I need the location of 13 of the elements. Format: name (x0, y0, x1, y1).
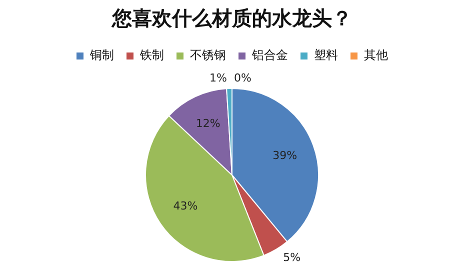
legend-label: 铝合金 (251, 48, 288, 62)
data-label: 39% (272, 148, 298, 162)
data-label: 1% (210, 71, 227, 84)
data-label: 5% (283, 250, 301, 264)
legend-label: 其他 (364, 48, 388, 62)
chart-title: 您喜欢什么材质的水龙头？ (111, 6, 352, 30)
legend-label: 不锈钢 (190, 48, 226, 62)
legend-label: 铜制 (89, 48, 114, 62)
data-label: 12% (196, 116, 220, 130)
data-label: 43% (173, 199, 198, 212)
legend-label: 铁制 (139, 48, 164, 62)
legend-label: 塑料 (314, 48, 338, 62)
text: 0% (234, 71, 252, 84)
